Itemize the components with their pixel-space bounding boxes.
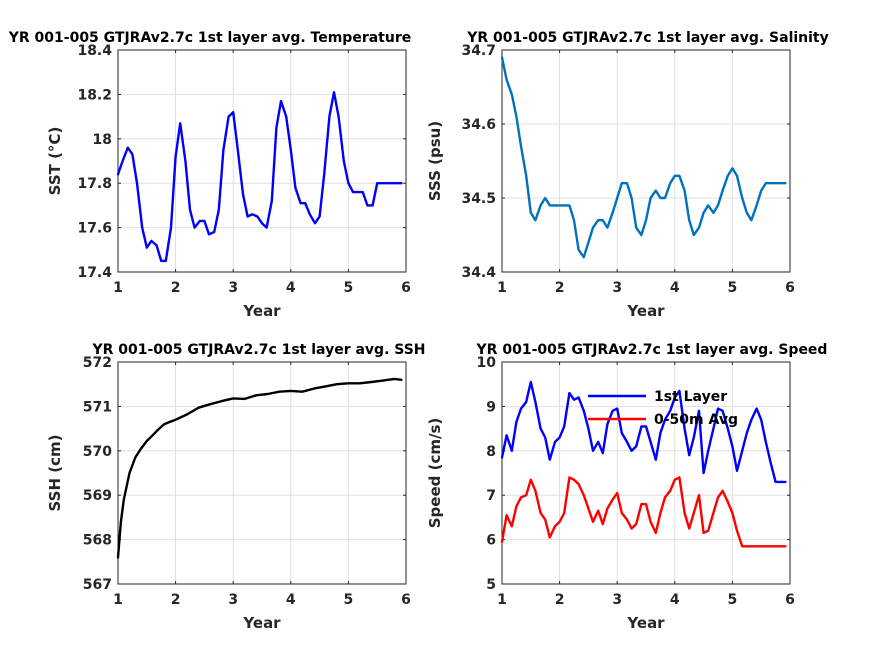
series-line-1 <box>116 90 403 263</box>
x-tick-label: 6 <box>401 280 411 296</box>
chart-title: YR 001-005 GTJRAv2.7c 1st layer avg. Spe… <box>476 342 828 358</box>
x-tick-label: 3 <box>612 280 622 296</box>
y-tick-label: 18.4 <box>77 43 112 59</box>
x-tick-label: 4 <box>286 592 296 608</box>
axes-frame <box>501 361 791 585</box>
x-tick-label: 1 <box>113 280 123 296</box>
series-line-1 <box>500 380 787 484</box>
x-tick-label: 3 <box>228 592 238 608</box>
x-tick-label: 1 <box>497 592 507 608</box>
y-tick-label: 5 <box>486 577 496 593</box>
x-tick-label: 4 <box>670 280 680 296</box>
axes-frame <box>117 361 407 585</box>
chart-panel-3: 1 2 3 4 5 6 567 568 569 570 571 572 Year SSH (cm) YR 0… <box>46 342 426 632</box>
x-tick-label: 3 <box>228 280 238 296</box>
y-tick-label: 18.2 <box>77 87 112 103</box>
x-tick-label: 4 <box>286 280 296 296</box>
chart-title: YR 001-005 GTJRAv2.7c 1st layer avg. Tem… <box>8 30 412 46</box>
y-tick-label: 570 <box>83 444 112 460</box>
x-axis-label: Year <box>242 302 281 320</box>
y-tick-label: 34.6 <box>461 117 496 133</box>
axes-frame <box>117 49 407 273</box>
chart-panel-2: 1 2 3 4 5 6 34.4 34.5 34.6 34.7 Year SSS (psu) YR 00… <box>426 30 829 320</box>
chart-title: YR 001-005 GTJRAv2.7c 1st layer avg. SSH <box>91 342 425 358</box>
chart-panel-1: 1 2 3 4 5 6 17.4 17.6 17.8 18 18.2 18.4 Year SST (°C)… <box>8 30 412 320</box>
x-tick-label: 5 <box>344 592 354 608</box>
y-tick-label: 572 <box>83 355 112 371</box>
y-tick-label: 567 <box>83 577 112 593</box>
x-tick-label: 6 <box>785 280 795 296</box>
y-tick-label: 17.8 <box>77 176 112 192</box>
x-tick-label: 1 <box>497 280 507 296</box>
y-tick-label: 569 <box>83 488 112 504</box>
y-tick-label: 568 <box>83 533 112 549</box>
y-axis-label: SSS (psu) <box>426 121 444 201</box>
x-tick-label: 5 <box>728 592 738 608</box>
series-line-2 <box>500 476 787 548</box>
x-tick-label: 2 <box>555 592 565 608</box>
y-tick-label: 10 <box>477 355 497 371</box>
y-tick-label: 6 <box>486 533 496 549</box>
x-tick-label: 5 <box>344 280 354 296</box>
y-tick-label: 7 <box>486 488 496 504</box>
y-tick-label: 18 <box>93 132 112 148</box>
x-tick-label: 2 <box>555 280 565 296</box>
x-axis-label: Year <box>626 302 665 320</box>
y-tick-label: 34.4 <box>461 265 496 281</box>
axes-frame <box>501 49 791 273</box>
x-axis-label: Year <box>242 614 281 632</box>
x-tick-label: 1 <box>113 592 123 608</box>
legend: 1st Layer 0-50m Avg <box>588 389 738 428</box>
y-axis-label: SSH (cm) <box>46 435 64 512</box>
y-tick-label: 34.5 <box>461 191 496 207</box>
series-line-1 <box>116 377 403 559</box>
y-tick-label: 571 <box>83 399 112 415</box>
y-axis-label: Speed (cm/s) <box>426 418 444 529</box>
chart-panel-4: 1 2 3 4 5 6 5 6 7 8 9 10 Year Speed (cm/s) YR 001-005 … <box>426 342 827 632</box>
y-tick-label: 34.7 <box>461 43 496 59</box>
x-tick-label: 4 <box>670 592 680 608</box>
series-line-1 <box>500 56 787 259</box>
legend-label-2: 0-50m Avg <box>654 412 738 428</box>
y-tick-label: 17.6 <box>77 221 112 237</box>
x-tick-label: 2 <box>171 592 181 608</box>
x-tick-label: 6 <box>785 592 795 608</box>
y-tick-label: 8 <box>486 444 496 460</box>
legend-label-1: 1st Layer <box>654 389 727 405</box>
y-tick-label: 9 <box>486 399 496 415</box>
chart-title: YR 001-005 GTJRAv2.7c 1st layer avg. Sal… <box>466 30 829 46</box>
y-tick-label: 17.4 <box>77 265 112 281</box>
x-tick-label: 2 <box>171 280 181 296</box>
x-tick-label: 3 <box>612 592 622 608</box>
x-tick-label: 6 <box>401 592 411 608</box>
y-axis-label: SST (°C) <box>46 127 64 196</box>
x-axis-label: Year <box>626 614 665 632</box>
x-tick-label: 5 <box>728 280 738 296</box>
